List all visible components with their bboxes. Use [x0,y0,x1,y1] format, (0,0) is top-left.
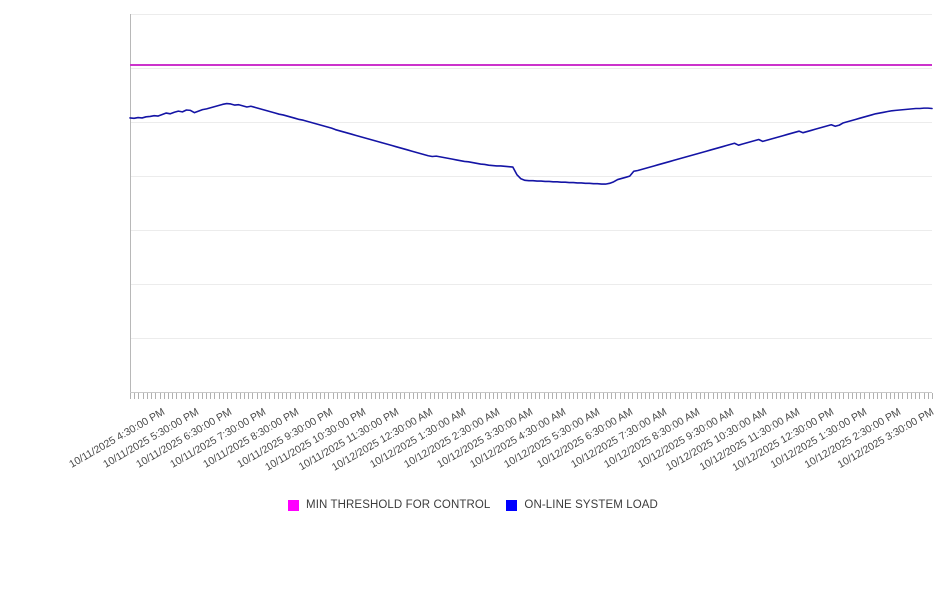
legend-swatch-min-threshold [288,499,300,511]
legend-swatch-system-load [506,499,518,511]
chart-legend: MIN THRESHOLD FOR CONTROL ON-LINE SYSTEM… [0,494,946,516]
gridlines-group [130,14,932,393]
legend-entry-min-threshold[interactable]: MIN THRESHOLD FOR CONTROL [288,499,490,511]
chart-plot-area [129,14,933,399]
legend-label-min-threshold: MIN THRESHOLD FOR CONTROL [306,499,491,511]
series-line-system-load [129,102,933,185]
legend-entry-system-load[interactable]: ON-LINE SYSTEM LOAD [506,499,658,511]
legend-label-system-load: ON-LINE SYSTEM LOAD [524,499,658,511]
x-axis-minor-ticks [130,393,933,399]
chart-container: 10/11/2025 4:30:00 PM 10/11/2025 5:30:00 … [0,14,946,516]
